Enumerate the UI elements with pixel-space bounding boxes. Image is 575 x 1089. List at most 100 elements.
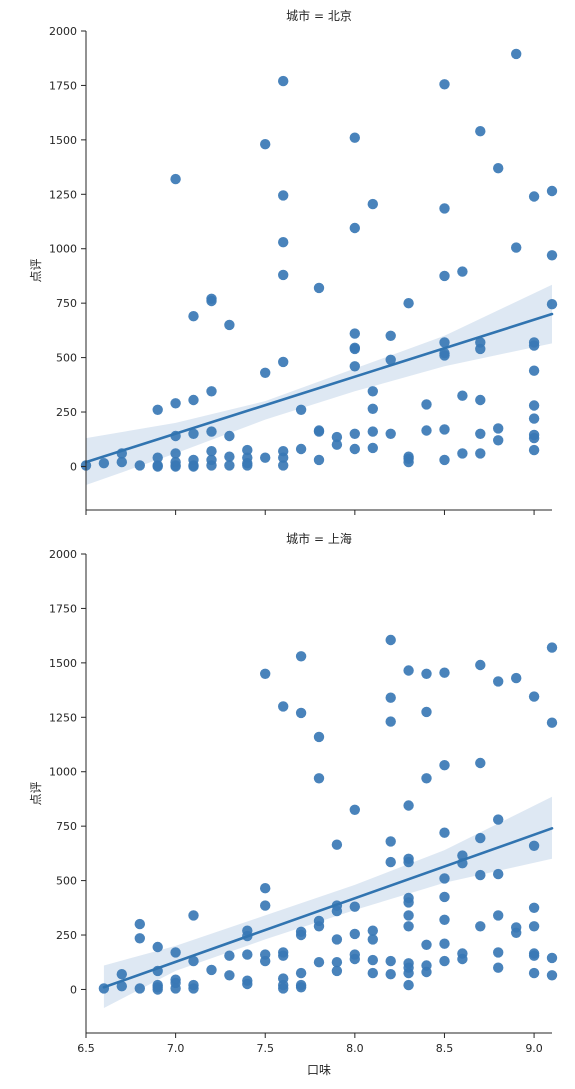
y-tick-label: 1250 [49, 711, 77, 724]
scatter-point [206, 446, 217, 457]
scatter-point [528, 921, 540, 932]
y-tick-label: 250 [56, 406, 77, 419]
scatter-point [152, 452, 163, 463]
scatter-point [511, 48, 522, 60]
scatter-point [331, 934, 343, 945]
scatter-point [188, 311, 199, 322]
scatter-point [242, 444, 253, 456]
scatter-point [295, 929, 307, 941]
y-tick-label: 750 [56, 297, 77, 310]
scatter-point [170, 461, 181, 472]
scatter-point [546, 952, 558, 964]
regression-line [102, 827, 554, 989]
y-tick-label: 1000 [49, 766, 77, 779]
scatter-point [403, 800, 414, 811]
scatter-point [385, 692, 396, 703]
x-tick-label: 8.5 [436, 1042, 454, 1055]
scatter-point [457, 390, 468, 401]
scatter-point [349, 222, 360, 234]
y-tick-label: 2000 [49, 548, 77, 561]
scatter-point [475, 869, 486, 881]
scatter-point [475, 394, 486, 406]
scatter-point [493, 814, 504, 825]
y-tick-label: 1250 [49, 188, 77, 201]
scatter-point [546, 717, 558, 728]
scatter-point [528, 340, 540, 351]
scatter-point [260, 367, 271, 378]
scatter-point [528, 840, 540, 851]
scatter-point [313, 282, 325, 294]
scatter-point [367, 442, 378, 454]
scatter-point [206, 964, 217, 976]
scatter-point [421, 399, 432, 410]
scatter-point [403, 921, 414, 932]
scatter-point [475, 448, 486, 459]
scatter-point [493, 947, 504, 958]
scatter-point [385, 634, 396, 646]
scatter-point [546, 299, 558, 310]
facet-title: 城市 = 北京 [286, 8, 352, 23]
scatter-point [331, 957, 343, 968]
y-tick-label: 1500 [49, 657, 77, 670]
scatter-point [260, 955, 271, 967]
scatter-point [546, 185, 558, 197]
regression-line [84, 312, 554, 464]
scatter-point [385, 836, 396, 847]
y-tick-label: 1750 [49, 602, 77, 615]
y-axis-label: 点评 [29, 781, 43, 805]
scatter-point [493, 423, 504, 434]
scatter-point [116, 981, 128, 992]
scatter-point [475, 832, 486, 844]
scatter-point [188, 955, 199, 967]
scatter-point [421, 668, 432, 679]
scatter-point [349, 361, 360, 372]
scatter-point [206, 460, 217, 471]
scatter-point [439, 955, 450, 967]
scatter-point [331, 439, 343, 450]
y-tick-label: 1750 [49, 79, 77, 92]
scatter-point [367, 426, 378, 437]
y-tick-label: 1500 [49, 134, 77, 147]
scatter-point [188, 461, 199, 472]
scatter-point [385, 330, 396, 341]
scatter-point [206, 386, 217, 397]
scatter-point [475, 428, 486, 439]
scatter-point [188, 394, 199, 406]
scatter-point [349, 428, 360, 439]
scatter-point [475, 343, 486, 355]
scatter-point [278, 269, 289, 281]
scatter-point [457, 953, 468, 965]
scatter-point [457, 448, 468, 459]
scatter-point [349, 343, 360, 355]
x-tick-label: 6.5 [77, 1042, 95, 1055]
scatter-point [493, 962, 504, 973]
x-tick-label: 7.0 [167, 1042, 185, 1055]
scatter-point [493, 435, 504, 446]
scatter-point [349, 132, 360, 143]
scatter-point [367, 967, 378, 979]
scatter-point [224, 970, 235, 981]
scatter-point [403, 456, 414, 468]
scatter-point [403, 856, 414, 868]
scatter-point [278, 452, 289, 463]
scatter-point [475, 757, 486, 769]
scatter-point [439, 760, 450, 771]
scatter-point [331, 431, 343, 443]
scatter-point [367, 403, 378, 414]
scatter-point [475, 921, 486, 932]
scatter-point [367, 198, 378, 210]
scatter-point [152, 984, 163, 995]
scatter-point [546, 642, 558, 653]
scatter-point [260, 883, 271, 894]
scatter-point [367, 934, 378, 945]
scatter-point [439, 203, 450, 214]
y-tick-label: 0 [70, 983, 77, 996]
scatter-point [224, 319, 235, 331]
scatter-point [170, 173, 181, 185]
scatter-point [403, 665, 414, 676]
scatter-point [349, 328, 360, 339]
scatter-point [421, 706, 432, 718]
scatter-point [439, 667, 450, 678]
scatter-point [511, 672, 522, 684]
